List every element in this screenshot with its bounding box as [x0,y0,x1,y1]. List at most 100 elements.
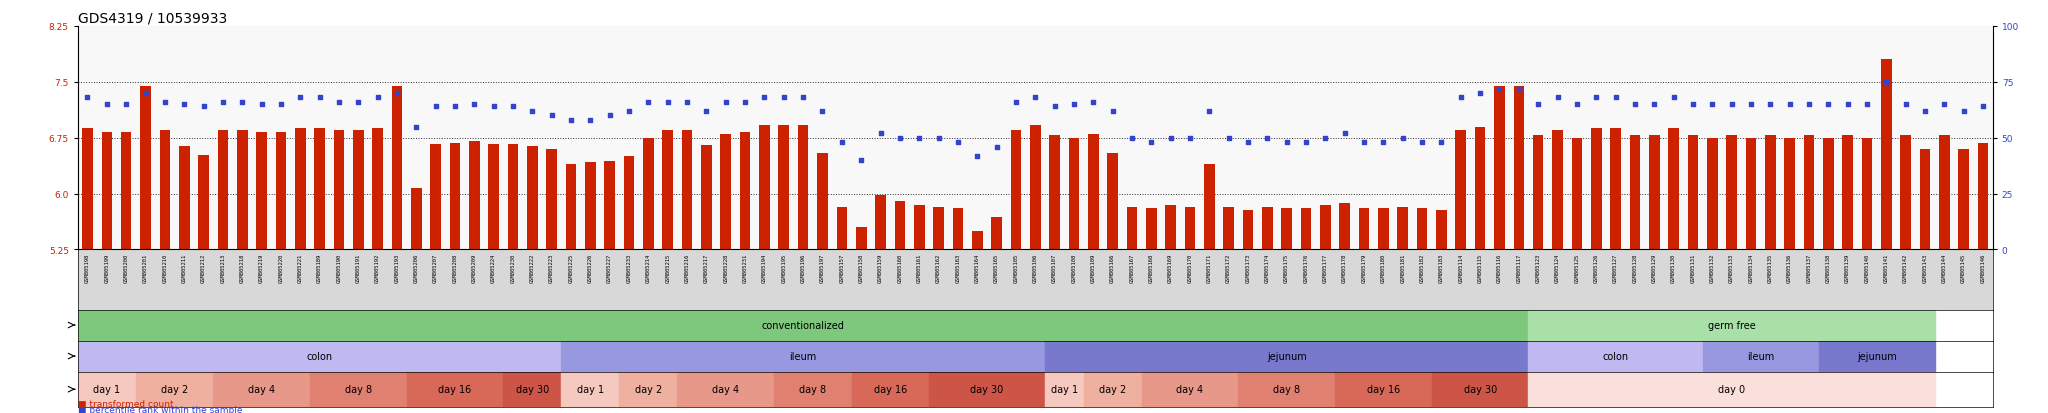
Bar [430,145,440,250]
Bar [1688,136,1698,250]
Text: GSM805124: GSM805124 [1554,253,1561,282]
Point [1735,102,1767,108]
Point [903,135,936,142]
Bar [451,144,461,250]
Text: GSM805198: GSM805198 [86,253,90,282]
Bar [1630,136,1640,250]
Bar [78,310,1528,341]
Bar [121,133,131,250]
Text: GSM805138: GSM805138 [1827,253,1831,282]
Bar [1282,209,1292,250]
Text: germ free: germ free [1708,320,1755,330]
Bar [160,131,170,250]
Bar [1919,150,1931,250]
Text: GSM805108: GSM805108 [1071,253,1077,282]
Text: GSM805189: GSM805189 [317,253,322,282]
Bar [1610,129,1620,250]
Text: GSM805176: GSM805176 [1305,253,1309,282]
Point [496,104,528,110]
Point [573,117,606,124]
Bar [1901,136,1911,250]
Bar [217,131,227,250]
Point [1212,135,1245,142]
Bar [1044,372,1083,407]
Point [612,108,645,115]
Point [1792,102,1825,108]
Bar [778,126,788,250]
Point [1348,140,1380,146]
Point [807,108,840,115]
Point [1444,95,1477,102]
Bar [1528,310,1935,341]
Text: GSM805194: GSM805194 [762,253,766,282]
Bar [1239,372,1335,407]
Bar [1804,136,1815,250]
Point [883,135,915,142]
Bar [682,131,692,250]
Bar [135,372,213,407]
Bar [352,131,365,250]
Point [1927,102,1960,108]
Bar [1204,164,1214,250]
Bar [1184,207,1196,250]
Text: GSM805136: GSM805136 [1788,253,1792,282]
Text: GSM805158: GSM805158 [858,253,864,282]
Text: GSM805183: GSM805183 [1440,253,1444,282]
Bar [643,138,653,250]
Bar [604,161,614,250]
Text: GSM805172: GSM805172 [1227,253,1231,282]
Bar [662,131,674,250]
Text: GSM805161: GSM805161 [918,253,922,282]
Text: jejunum: jejunum [1268,351,1307,361]
Point [303,95,336,102]
Text: GSM805140: GSM805140 [1864,253,1870,282]
Bar [1243,211,1253,250]
Text: GSM805222: GSM805222 [530,253,535,282]
Point [709,100,741,106]
Bar [1706,138,1718,250]
Text: GSM805166: GSM805166 [1110,253,1114,282]
Bar [1475,127,1485,250]
Text: GSM805146: GSM805146 [1980,253,1985,282]
Point [1870,79,1903,86]
Bar [295,129,305,250]
Point [246,102,279,108]
Text: GSM805168: GSM805168 [1149,253,1153,282]
Bar [739,133,750,250]
Text: GSM805209: GSM805209 [471,253,477,282]
Bar [678,372,774,407]
Bar [1010,131,1022,250]
Text: GSM805125: GSM805125 [1575,253,1579,282]
Text: GSM805160: GSM805160 [897,253,903,282]
Text: GSM805105: GSM805105 [1014,253,1018,282]
Text: GSM805211: GSM805211 [182,253,186,282]
Point [961,153,993,159]
Text: GSM805114: GSM805114 [1458,253,1462,282]
Text: GSM805182: GSM805182 [1419,253,1425,282]
Bar [625,157,635,250]
Bar [1083,372,1141,407]
Bar [1300,209,1311,250]
Point [1135,140,1167,146]
Text: GSM805217: GSM805217 [705,253,709,282]
Text: ■ percentile rank within the sample: ■ percentile rank within the sample [78,405,242,413]
Bar [238,131,248,250]
Point [1020,95,1053,102]
Bar [213,372,309,407]
Point [690,108,723,115]
Bar [334,131,344,250]
Point [477,104,510,110]
Text: GSM805107: GSM805107 [1053,253,1057,282]
Text: GSM805225: GSM805225 [569,253,573,282]
Point [1077,100,1110,106]
Text: day 16: day 16 [438,384,471,394]
Bar [1528,341,1702,372]
Bar [1321,205,1331,250]
Bar [1087,135,1098,250]
Bar [952,209,963,250]
Bar [82,129,92,250]
Text: ileum: ileum [1747,351,1774,361]
Text: day 1: day 1 [1051,384,1077,394]
Point [999,100,1032,106]
Text: GSM805128: GSM805128 [1632,253,1636,282]
